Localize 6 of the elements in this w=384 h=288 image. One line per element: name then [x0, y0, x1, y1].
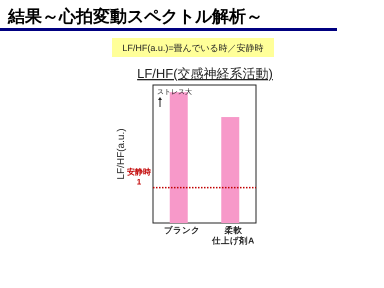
y-axis-title: LF/HF(a.u.)	[116, 128, 127, 180]
text: 結果～心拍変動スペクトル解析～	[7, 7, 263, 26]
chart-subtitle: LF/HF(a.u.)=畳んでいる時／安静時	[122, 43, 264, 53]
x-tick-label: ブランク	[164, 225, 200, 235]
ref-line-label: 安静時 1	[127, 166, 151, 187]
x-tick-label: 柔軟仕上げ剤A	[211, 225, 254, 246]
